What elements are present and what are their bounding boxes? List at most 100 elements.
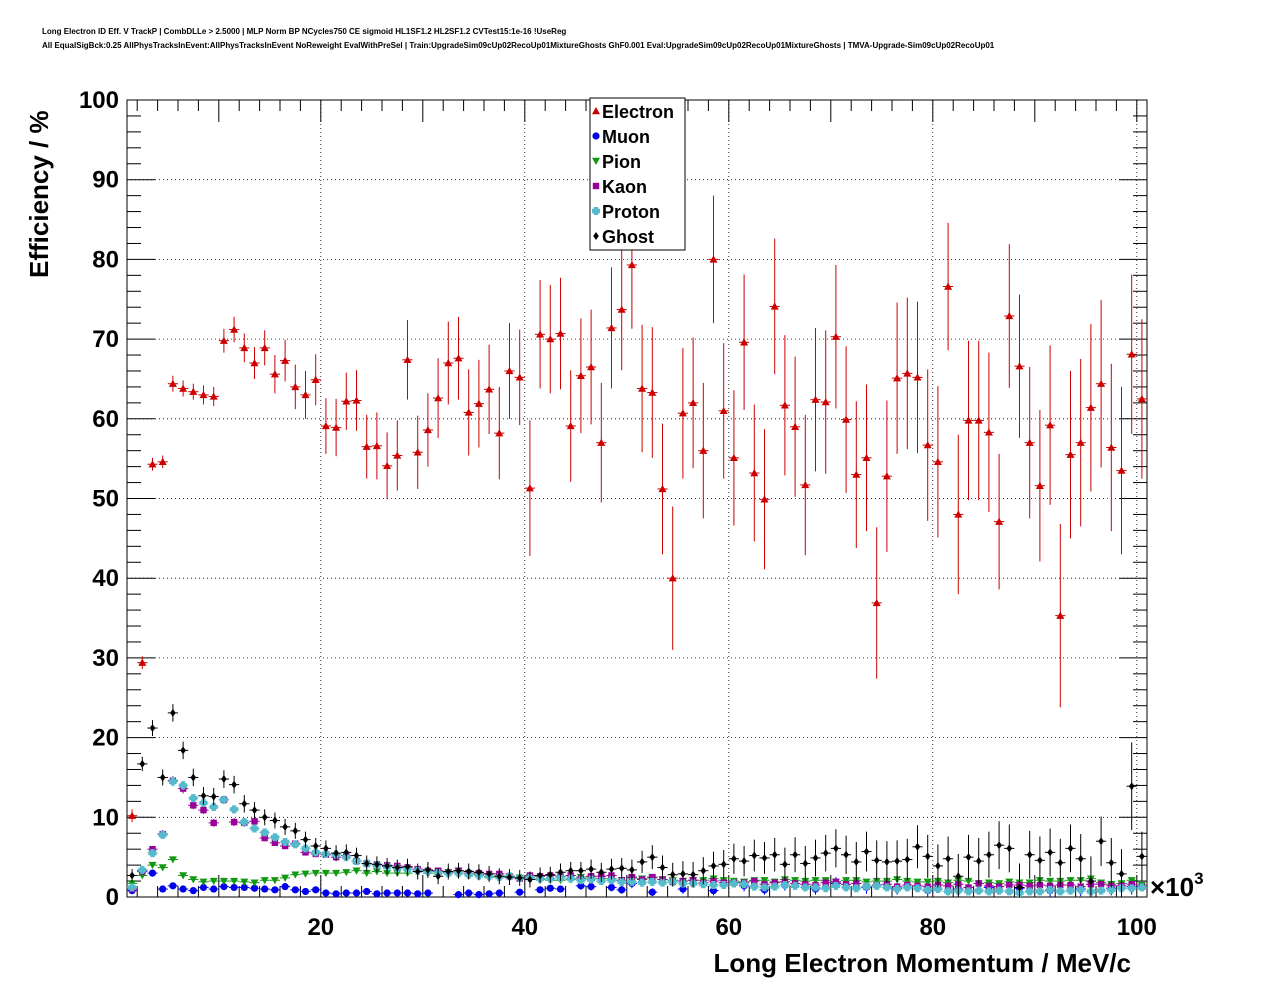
legend-marker-muon — [592, 132, 600, 140]
kaon-point — [1006, 881, 1013, 889]
kaon-point — [649, 873, 656, 881]
ghost-point — [894, 857, 900, 866]
ghost-point — [353, 851, 360, 860]
muon-point — [424, 889, 432, 897]
ghost-point — [312, 841, 319, 850]
kaon-point — [261, 834, 268, 842]
ghost-point — [751, 851, 758, 860]
proton-point — [270, 833, 279, 842]
ghost-point — [822, 849, 829, 858]
muon-point — [414, 890, 422, 898]
electron-point — [801, 480, 810, 489]
series-pion — [127, 856, 1147, 890]
proton-point — [719, 881, 728, 890]
ghost-point — [261, 813, 268, 822]
ghost-point — [924, 852, 931, 861]
y-tick-label: 10 — [92, 804, 119, 831]
muon-point — [363, 887, 371, 896]
muon-point — [485, 890, 493, 898]
muon-point — [199, 883, 208, 892]
electron-point — [321, 421, 330, 430]
muon-point — [169, 882, 177, 890]
pion-point — [199, 878, 208, 886]
ghost-point — [812, 853, 819, 862]
electron-point — [954, 510, 963, 518]
ghost-point — [557, 868, 564, 877]
ghost-point — [761, 853, 768, 862]
muon-point — [536, 886, 544, 894]
muon-point — [393, 889, 401, 897]
muon-point — [618, 886, 626, 894]
ghost-point — [1006, 844, 1013, 853]
ghost-point — [669, 870, 676, 879]
ghost-point — [975, 857, 982, 866]
pion-point — [230, 877, 239, 886]
ghost-point — [445, 867, 452, 876]
x-axis-title: Long Electron Momentum / MeV/c — [714, 948, 1131, 978]
ghost-point — [425, 865, 431, 874]
proton-point — [576, 876, 585, 885]
pion-point — [270, 877, 279, 885]
muon-point — [179, 885, 187, 893]
electron-point — [515, 373, 524, 381]
kaon-point — [271, 839, 279, 847]
electron-point — [1076, 438, 1085, 446]
ghost-point — [435, 872, 441, 881]
proton-point — [281, 838, 290, 847]
pion-point — [281, 874, 290, 882]
pion-point — [209, 877, 218, 886]
muon-point — [189, 887, 197, 895]
proton-point — [617, 877, 626, 886]
muon-point — [475, 891, 483, 899]
proton-point — [587, 875, 596, 884]
ghost-point — [690, 870, 696, 879]
proton-point — [923, 885, 932, 894]
kaon-point — [751, 877, 758, 885]
y-tick-label: 80 — [92, 246, 119, 273]
legend-entry-ghost: Ghost — [593, 227, 654, 247]
proton-point — [219, 795, 228, 804]
ghost-point — [323, 844, 329, 853]
ghost-point — [1088, 877, 1094, 886]
proton-point — [964, 887, 973, 896]
proton-point — [1056, 887, 1065, 896]
electron-point — [556, 329, 565, 337]
ghost-point — [1128, 782, 1135, 791]
electron-point — [1035, 481, 1044, 489]
electron-point — [903, 369, 912, 377]
proton-point — [128, 883, 137, 892]
ghost-point — [731, 854, 737, 863]
pion-point — [760, 877, 769, 885]
proton-point — [984, 887, 993, 896]
muon-point — [159, 885, 167, 893]
kaon-point — [210, 819, 217, 827]
ghost-point — [129, 871, 135, 880]
y-tick-label: 60 — [92, 406, 119, 433]
ghost-point — [251, 806, 258, 815]
electron-point — [434, 394, 443, 402]
proton-point — [291, 840, 300, 849]
ghost-point — [598, 868, 605, 877]
proton-point — [801, 883, 810, 892]
ghost-point — [1057, 858, 1064, 867]
proton-point — [893, 885, 902, 894]
legend-entry-proton: Proton — [592, 202, 660, 222]
electron-point — [1066, 450, 1075, 458]
proton-point — [1066, 886, 1075, 895]
ghost-point — [1098, 837, 1104, 846]
proton-point — [862, 882, 871, 891]
y-tick-label: 40 — [92, 565, 119, 592]
ghost-point — [486, 869, 492, 878]
electron-point — [352, 396, 361, 404]
proton-point — [658, 878, 667, 887]
proton-point — [933, 885, 942, 894]
ghost-point — [1047, 848, 1053, 857]
ghost-point — [1026, 850, 1033, 859]
muon-point — [465, 889, 473, 897]
ghost-point — [649, 853, 656, 862]
muon-point — [148, 869, 157, 877]
ghost-point — [659, 863, 666, 872]
ghost-point — [578, 866, 584, 875]
muon-point — [516, 888, 524, 896]
